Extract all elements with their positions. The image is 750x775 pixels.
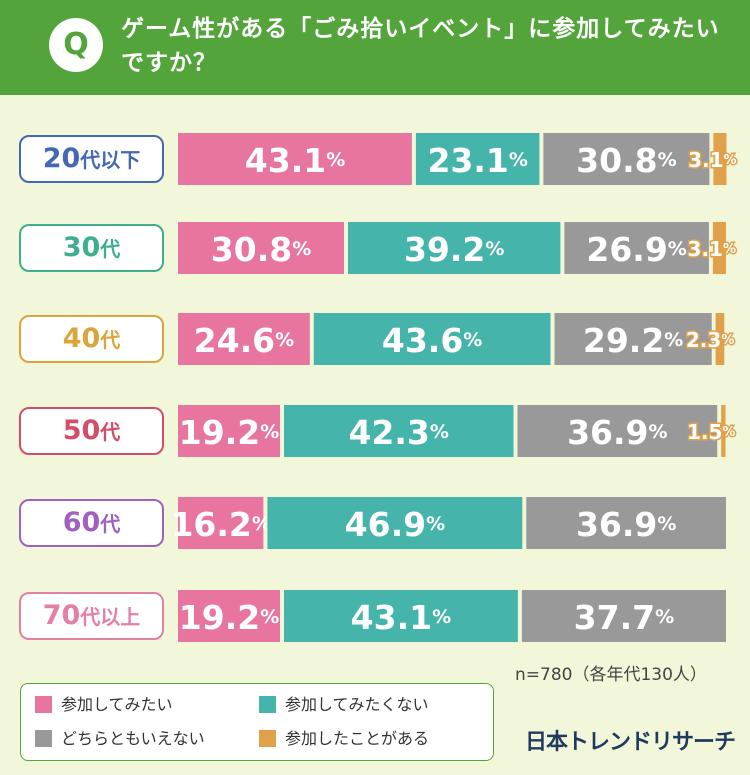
legend-label: 参加してみたくない	[285, 695, 429, 714]
bar-segment	[543, 133, 710, 185]
bar-value-label: 43.1%	[245, 141, 345, 180]
age-label-main: 50	[62, 415, 101, 446]
header-bar: Q ゲーム性がある「ごみ拾いイベント」に参加してみたいですか？	[0, 0, 750, 95]
bar-segment	[284, 405, 514, 457]
legend-label: 参加したことがある	[285, 729, 430, 748]
bar-segment	[284, 590, 518, 642]
age-label-main: 70	[42, 600, 81, 631]
age-label-40s: 40代	[19, 315, 164, 363]
bar-segment	[526, 497, 726, 549]
bar-segment	[415, 133, 540, 185]
bar-value-label: 2.3%	[686, 328, 734, 352]
legend-swatch	[35, 730, 52, 747]
bar-value-label: 43.1%	[351, 598, 451, 637]
bar-value-label: 36.9%	[567, 413, 667, 452]
legend-swatch	[259, 696, 276, 713]
age-label-suffix: 代以上	[80, 605, 141, 629]
bar-value-label: 24.6%	[194, 321, 294, 360]
legend-item-participated: 参加したことがある	[259, 728, 429, 750]
bar-value-label: 19.2%	[179, 413, 279, 452]
bar-segment	[178, 590, 280, 642]
age-label-main: 40	[62, 323, 101, 354]
bar-value-label: 37.7%	[574, 598, 674, 637]
bar-segment	[713, 133, 727, 185]
bar-value-label: 36.9%	[576, 505, 676, 544]
bar-value-label: 39.2%	[404, 230, 504, 269]
age-label-main: 20	[42, 143, 81, 174]
age-label-suffix: 代	[100, 512, 121, 536]
question-text: ゲーム性がある「ごみ拾いイベント」に参加してみたいですか？	[121, 16, 720, 76]
age-label-70plus: 70代以上	[19, 592, 164, 640]
bar-value-label: 3.1%	[688, 148, 736, 172]
legend-label: 参加してみたい	[61, 695, 173, 714]
bar-segment	[313, 313, 551, 365]
bar-segment	[178, 497, 264, 549]
legend-swatch	[259, 730, 276, 747]
legend-item-not-want: 参加してみたくない	[259, 694, 429, 716]
bar-value-label: 23.1%	[427, 141, 527, 180]
bar-segment	[178, 222, 344, 274]
bar-value-label: 26.9%	[586, 230, 686, 269]
age-label-60s: 60代	[19, 499, 164, 547]
stacked-bar-chart: 43.1% 23.1% 30.8% 3.1%30.8% 39.2% 26.9% 3.1%24…	[170, 133, 738, 642]
legend-item-want: 参加してみたい	[35, 694, 173, 716]
age-label-main: 30	[62, 232, 101, 263]
bar-segment	[178, 133, 412, 185]
sample-size-note: n=780（各年代130人）	[515, 665, 707, 685]
bar-segment	[178, 313, 310, 365]
bar-segment	[348, 222, 561, 274]
bar-segment	[564, 222, 709, 274]
bar-value-label: 43.6%	[382, 321, 482, 360]
bar-value-label: 3.1%	[688, 237, 736, 261]
legend-swatch	[35, 696, 52, 713]
bar-value-label: 46.9%	[345, 505, 445, 544]
age-label-suffix: 代以下	[80, 148, 141, 172]
bar-value-label: 30.8%	[211, 230, 311, 269]
bar-segment	[178, 405, 280, 457]
bar-segment	[721, 405, 726, 457]
legend-item-neither: どちらともいえない	[35, 728, 205, 750]
age-label-suffix: 代	[100, 328, 121, 352]
brand-logo: 日本トレンドリサーチ	[525, 730, 736, 755]
bar-segment	[715, 313, 725, 365]
bar-value-label: 19.2%	[179, 598, 279, 637]
bar-value-label: 29.2%	[583, 321, 683, 360]
age-label-under20: 20代以下	[19, 135, 164, 183]
age-label-suffix: 代	[100, 420, 121, 444]
question-badge: Q	[49, 18, 103, 72]
bar-segment	[267, 497, 523, 549]
age-label-30s: 30代	[19, 224, 164, 272]
age-label-50s: 50代	[19, 407, 164, 455]
bar-value-label: 16.2%	[170, 505, 270, 544]
legend-label: どちらともいえない	[61, 729, 205, 748]
legend: 参加してみたい 参加してみたくない どちらともいえない 参加したことがある	[20, 683, 494, 761]
bar-segment	[517, 405, 718, 457]
bar-value-label: 42.3%	[348, 413, 448, 452]
bar-segment	[521, 590, 726, 642]
bar-segment	[554, 313, 712, 365]
bar-value-label: 1.5%	[687, 420, 735, 444]
age-label-main: 60	[62, 507, 101, 538]
age-label-suffix: 代	[100, 237, 121, 261]
bar-segment	[712, 222, 726, 274]
bar-value-label: 30.8%	[576, 141, 676, 180]
